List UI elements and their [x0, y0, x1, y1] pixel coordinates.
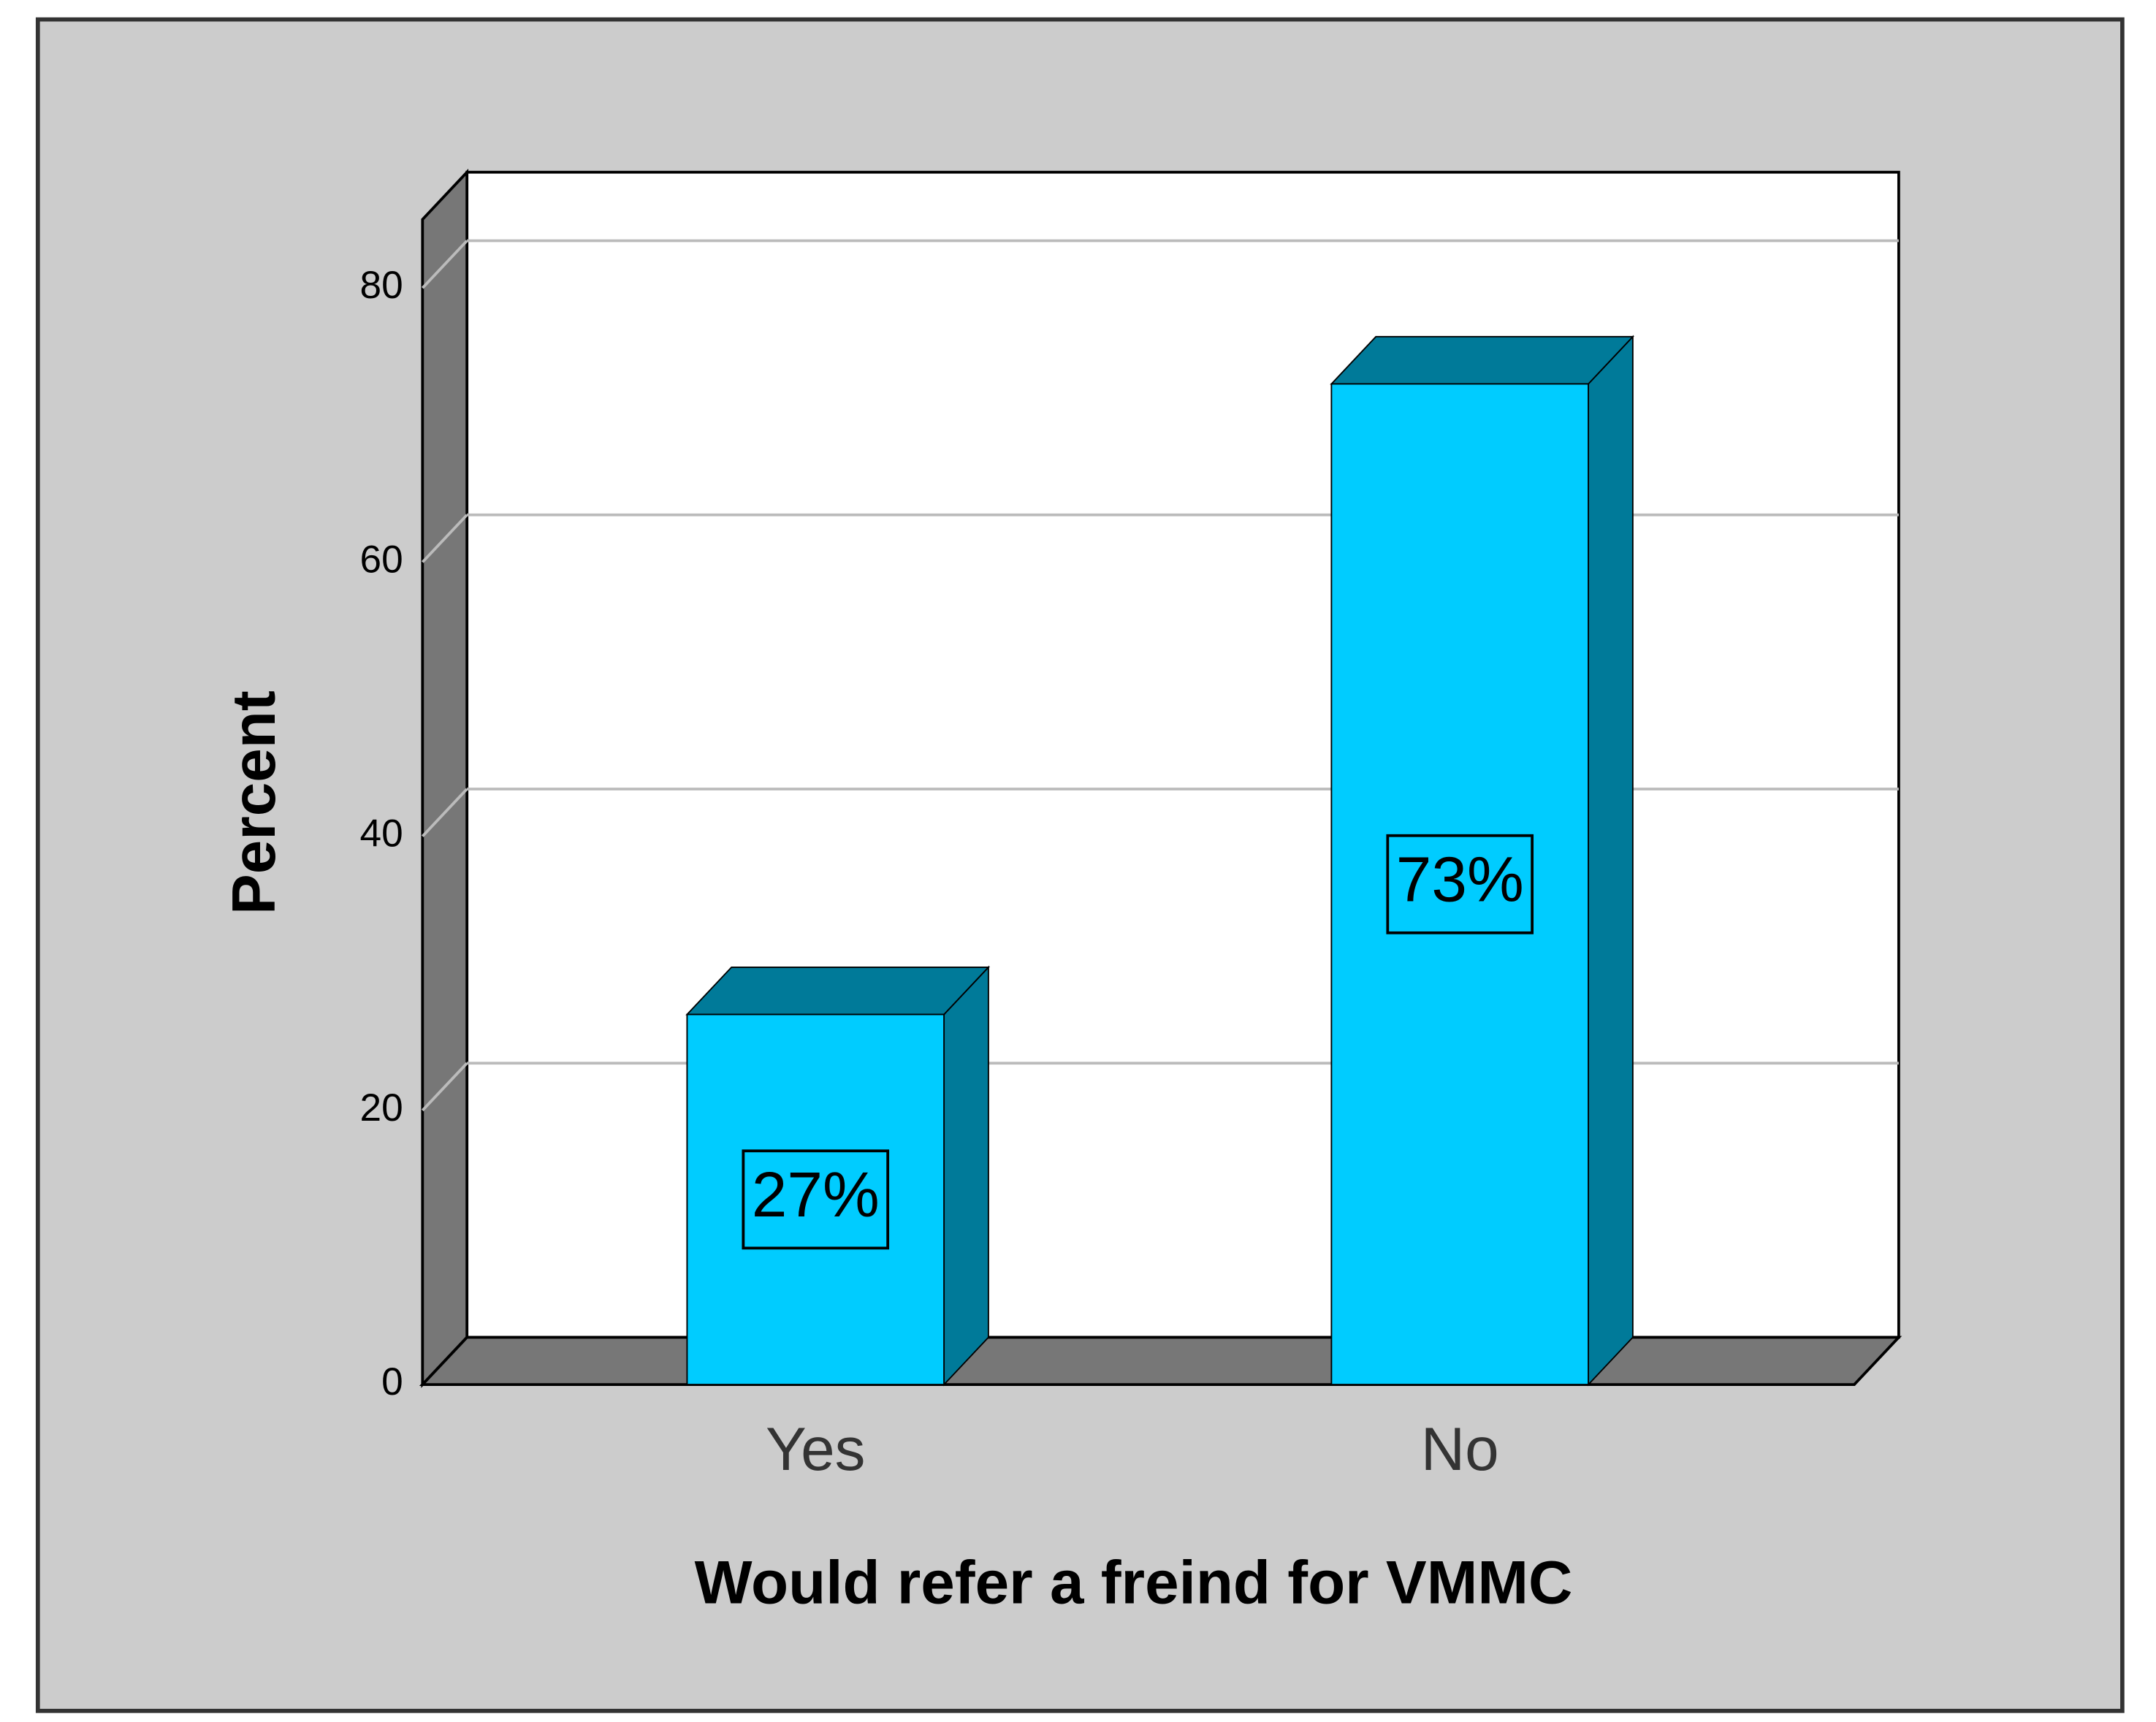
floor: [419, 1336, 1902, 1387]
bar-top: [1330, 335, 1635, 385]
value-label: 27%: [752, 1159, 880, 1230]
y-tick-label: 60: [360, 538, 403, 581]
back-wall: [465, 170, 1900, 1339]
bar-top: [685, 966, 991, 1016]
y-tick-label: 80: [360, 264, 403, 307]
bar-side: [1588, 335, 1634, 1387]
left-wall: [421, 168, 469, 1388]
y-tick-label: 20: [360, 1086, 403, 1129]
y-axis-title: Percent: [219, 690, 288, 915]
grid-line: [421, 1062, 468, 1112]
x-tick-label: No: [1421, 1414, 1499, 1483]
x-tick-label: Yes: [766, 1414, 865, 1483]
grid-line: [421, 788, 468, 837]
x-axis-title: Would refer a freind for VMMC: [695, 1548, 1573, 1617]
value-label-box: [742, 1149, 890, 1250]
bar-side: [943, 965, 989, 1387]
y-tick-label: 0: [381, 1360, 403, 1403]
value-label-box: [1386, 834, 1534, 934]
y-tick-label: 40: [360, 812, 403, 856]
grid-line: [421, 514, 468, 563]
plot-area: 0 20 40 60 80 Yes 27% No 73%: [360, 168, 1902, 1483]
value-label: 73%: [1396, 843, 1524, 915]
grid-line: [421, 240, 468, 289]
